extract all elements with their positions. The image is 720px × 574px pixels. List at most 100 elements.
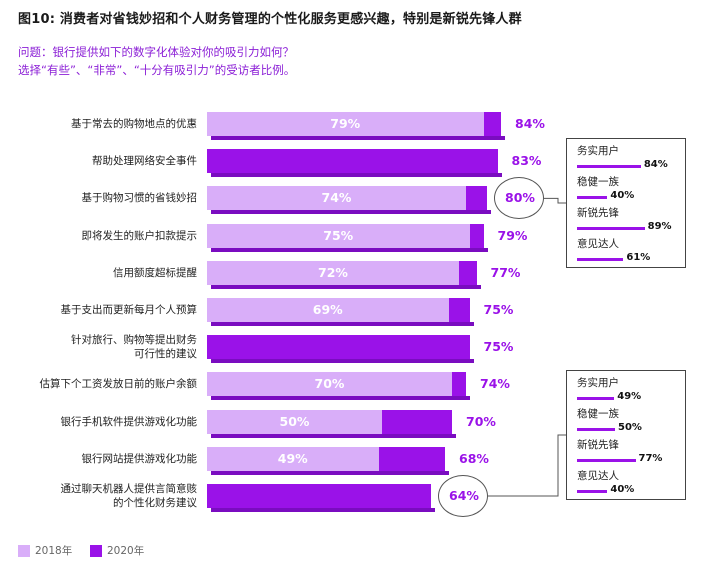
bar-2018 — [207, 112, 484, 136]
breakout-panel: 务实用户 49% 稳健一族 50% 新锐先锋 77% 意见达人 40% — [566, 370, 686, 500]
bar-2020-shadow — [211, 433, 456, 438]
segment-value: 49% — [617, 391, 642, 402]
segment-bar — [577, 258, 624, 261]
bar-2020-shadow — [211, 136, 505, 140]
category-label: 估算下个工资发放日前的账户余额 — [7, 377, 198, 391]
segment-value: 77% — [638, 453, 663, 464]
bar-2020-shadow — [211, 508, 435, 512]
segment-name: 意见达人 — [577, 238, 619, 250]
segment-bar — [577, 397, 615, 400]
segment-value: 61% — [626, 252, 651, 263]
segment-name: 稳健一族 — [577, 176, 619, 188]
legend-label-2020: 2020年 — [107, 545, 145, 557]
segment-value: 89% — [647, 221, 672, 232]
bar-2020-shadow — [211, 322, 474, 326]
segment-bar — [577, 490, 608, 493]
segment-bar — [577, 196, 608, 199]
bar-2020-shadow — [211, 284, 481, 289]
bar-2020-label: 79% — [497, 227, 528, 243]
bar-2020-shadow — [211, 247, 488, 252]
bar-2020-shadow — [211, 470, 449, 475]
bar-2020 — [207, 335, 470, 360]
question-note: 选择“有些”、“非常”、“十分有吸引力”的受访者比例。 — [18, 63, 296, 77]
category-label: 基于支出而更新每月个人预算 — [7, 303, 198, 317]
segment-value: 40% — [610, 484, 635, 495]
segment-value: 84% — [643, 159, 668, 170]
category-label: 通过聊天机器人提供言简意赅的个性化财务建议 — [7, 482, 198, 510]
segment-name: 意见达人 — [577, 470, 619, 482]
category-label-line: 银行网站提供游戏化功能 — [81, 452, 198, 465]
highlight-circle — [438, 475, 488, 517]
category-label: 帮助处理网络安全事件 — [7, 154, 197, 168]
bar-2018-label: 75% — [323, 227, 354, 243]
connector-line — [488, 434, 566, 497]
bar-2020-label: 70% — [466, 413, 496, 429]
segment-value: 40% — [610, 190, 635, 201]
category-label-line: 基于购物习惯的省钱妙招 — [81, 192, 198, 205]
bar-2018-label: 74% — [321, 190, 352, 206]
category-label-line: 即将发生的账户扣款提示 — [81, 229, 198, 242]
segment-bar — [577, 227, 645, 230]
category-label-line: 通过聊天机器人提供言简意赅 — [60, 483, 198, 495]
bar-2020-shadow — [211, 396, 470, 401]
bar-2018-label: 70% — [314, 376, 345, 392]
segment-name: 新锐先锋 — [577, 207, 619, 219]
bar-2018-label: 50% — [279, 413, 310, 429]
bar-2018 — [207, 260, 459, 285]
category-label: 信用额度超标提醒 — [7, 266, 197, 280]
highlight-circle — [494, 177, 544, 220]
segment-bar — [577, 428, 615, 431]
category-label-line: 帮助处理网络安全事件 — [92, 155, 197, 168]
category-label-line: 基于常去的购物地点的优惠 — [71, 118, 197, 130]
chart-title: 图10: 消费者对省钱妙招和个人财务管理的个性化服务更感兴趣，特别是新锐先锋人群 — [18, 12, 522, 27]
bar-2018 — [207, 372, 452, 397]
bar-2020-label: 75% — [483, 302, 514, 317]
segment-name: 务实用户 — [577, 377, 619, 389]
bar-2020-label: 74% — [480, 376, 510, 392]
bar-2018 — [207, 446, 379, 471]
segment-name: 新锐先锋 — [577, 439, 619, 451]
category-label: 基于购物习惯的省钱妙招 — [7, 191, 198, 205]
bar-2020 — [207, 149, 498, 174]
bar-2020-shadow — [211, 210, 491, 215]
segment-name: 稳健一族 — [577, 408, 619, 420]
bar-2020 — [207, 484, 431, 508]
bar-2018 — [207, 298, 449, 322]
question-text: 问题：银行提供如下的数字化体验对你的吸引力如何？ — [18, 45, 294, 59]
bar-2020-label: 84% — [515, 116, 545, 131]
bar-2018 — [207, 223, 470, 248]
bar-2020-shadow — [211, 359, 474, 364]
bar-2018-label: 79% — [330, 116, 361, 131]
category-label: 针对旅行、购物等提出财务 可行性的建议 — [7, 333, 197, 361]
category-label-line: 信用额度超标提醒 — [113, 266, 197, 279]
segment-name: 务实用户 — [577, 145, 619, 157]
legend-label-2018: 2018年 — [35, 545, 73, 557]
bar-2018-label: 49% — [277, 450, 308, 466]
bar-2020-label: 77% — [490, 264, 521, 280]
connector-line — [544, 197, 566, 204]
category-label-line: 针对旅行、购物等提出财务 — [71, 334, 197, 347]
segment-value: 50% — [618, 422, 642, 433]
bar-2020-label: 68% — [459, 450, 489, 466]
bar-2018 — [207, 409, 382, 434]
breakout-panel: 务实用户 84% 稳健一族 40% 新锐先锋 89% 意见达人 61% — [566, 138, 686, 268]
category-label-line: 银行手机软件提供游戏化功能 — [60, 415, 198, 428]
category-label: 即将发生的账户扣款提示 — [7, 229, 198, 243]
bar-2018-label: 69% — [312, 302, 343, 317]
category-label-line: 可行性的建议 — [134, 348, 197, 361]
bar-2018 — [207, 186, 466, 211]
category-label-line: 估算下个工资发放日前的账户余额 — [39, 378, 198, 391]
bar-2020-label: 75% — [483, 339, 514, 355]
category-label: 银行手机软件提供游戏化功能 — [7, 415, 198, 429]
legend-swatch-2020 — [90, 545, 102, 557]
legend-swatch-2018 — [18, 545, 30, 557]
bar-2020-shadow — [211, 173, 502, 178]
category-label-line: 的个性化财务建议 — [113, 497, 197, 509]
bar-2020-label: 83% — [511, 153, 542, 169]
category-label: 基于常去的购物地点的优惠 — [7, 117, 197, 131]
segment-bar — [577, 459, 636, 462]
segment-bar — [577, 165, 641, 168]
bar-2018-label: 72% — [318, 264, 348, 280]
category-label-line: 基于支出而更新每月个人预算 — [60, 304, 198, 316]
